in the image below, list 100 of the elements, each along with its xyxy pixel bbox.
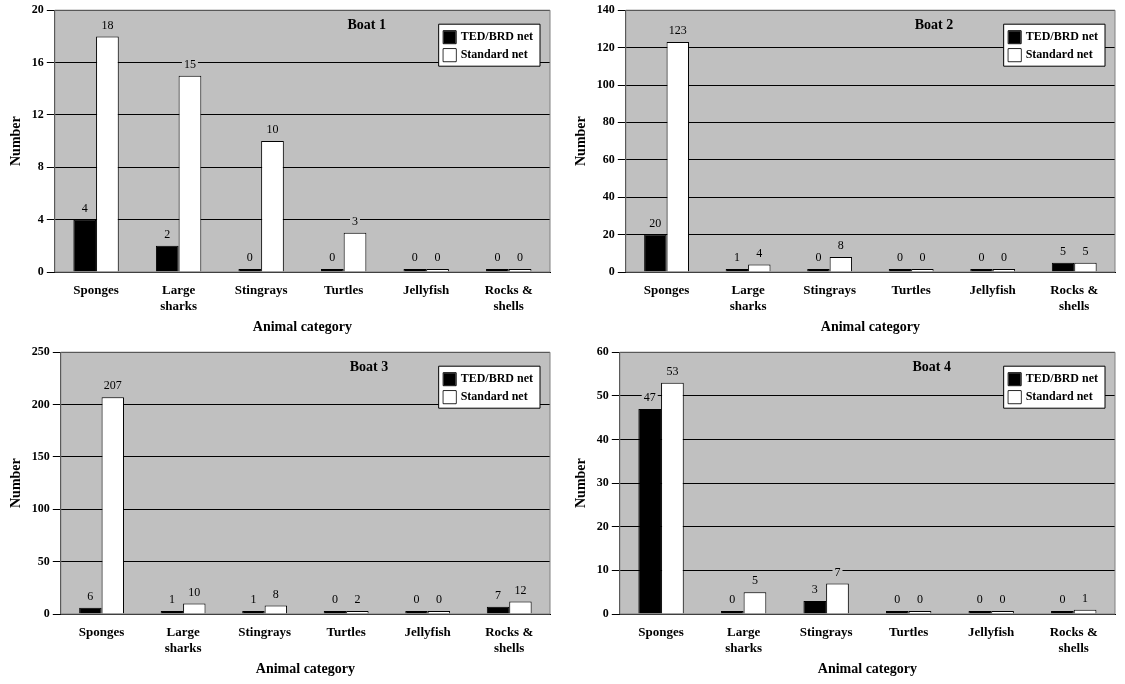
data-label: 3 xyxy=(811,582,818,597)
data-label: 1 xyxy=(733,250,740,265)
y-tick-label: 20 xyxy=(31,2,44,17)
data-label: 7 xyxy=(834,564,841,579)
legend-label: Standard net xyxy=(1025,47,1093,62)
y-tick-label: 30 xyxy=(596,475,609,490)
y-tick-label: 120 xyxy=(596,39,615,54)
data-label: 12 xyxy=(514,582,527,597)
legend-label: TED/BRD net xyxy=(1025,29,1098,44)
y-axis-title: Number xyxy=(8,116,24,166)
y-tick-label: 8 xyxy=(37,159,44,174)
data-label: 4 xyxy=(81,200,88,215)
x-tick-label: Jellyfish xyxy=(968,624,1016,640)
y-axis-title: Number xyxy=(8,458,24,508)
y-tick-label: 140 xyxy=(596,2,615,17)
data-label: 0 xyxy=(329,250,336,265)
y-tick-label: 100 xyxy=(596,77,615,92)
data-label: 0 xyxy=(517,250,524,265)
legend-label: TED/BRD net xyxy=(460,29,533,44)
y-axis-title: Number xyxy=(573,116,589,166)
bar xyxy=(803,600,827,614)
data-label: 0 xyxy=(435,592,442,607)
data-label: 7 xyxy=(495,587,502,602)
data-label: 18 xyxy=(101,17,114,32)
x-tick-label: Rocks & shells xyxy=(484,282,533,313)
legend-label: Standard net xyxy=(460,389,528,404)
x-tick-label: Sponges xyxy=(643,282,690,298)
y-tick-label: 150 xyxy=(31,449,50,464)
chart-title: Boat 2 xyxy=(914,16,954,32)
data-label: 0 xyxy=(999,592,1006,607)
x-axis-title: Animal category xyxy=(820,319,920,335)
y-tick-label: 80 xyxy=(602,114,615,129)
y-tick-label: 40 xyxy=(602,189,615,204)
y-tick-label: 0 xyxy=(602,606,609,621)
x-tick-label: Turtles xyxy=(326,624,366,640)
x-tick-label: Stingrays xyxy=(234,282,288,298)
y-tick-label: 60 xyxy=(602,151,615,166)
data-label: 10 xyxy=(188,584,201,599)
legend-label: Standard net xyxy=(460,47,528,62)
data-label: 5 xyxy=(1082,243,1089,258)
x-tick-label: Large sharks xyxy=(729,282,767,313)
data-label: 47 xyxy=(643,390,656,405)
data-label: 207 xyxy=(103,378,122,393)
x-tick-label: Turtles xyxy=(891,282,931,298)
x-axis-title: Animal category xyxy=(817,661,917,677)
data-label: 123 xyxy=(668,23,687,38)
x-tick-label: Large sharks xyxy=(160,282,198,313)
data-label: 4 xyxy=(756,245,763,260)
x-tick-label: Rocks & shells xyxy=(485,624,534,655)
y-tick-label: 16 xyxy=(31,54,44,69)
legend-label: Standard net xyxy=(1025,389,1093,404)
y-tick-label: 0 xyxy=(37,264,44,279)
data-label: 20 xyxy=(649,215,662,230)
y-axis-title: Number xyxy=(573,458,589,508)
y-tick-label: 250 xyxy=(31,344,50,359)
data-label: 0 xyxy=(815,250,822,265)
y-tick-label: 12 xyxy=(31,107,44,122)
data-label: 0 xyxy=(976,592,983,607)
x-tick-label: Large sharks xyxy=(164,624,202,655)
x-tick-label: Stingrays xyxy=(799,624,853,640)
x-tick-label: Rocks & shells xyxy=(1050,282,1099,313)
data-label: 0 xyxy=(413,592,420,607)
data-label: 5 xyxy=(751,573,758,588)
y-tick-label: 0 xyxy=(43,606,50,621)
data-label: 0 xyxy=(246,250,253,265)
text: Boat 3 xyxy=(349,358,389,374)
y-tick-label: 50 xyxy=(596,387,609,402)
y-tick-label: 0 xyxy=(608,264,615,279)
data-label: 0 xyxy=(1059,592,1066,607)
y-tick-label: 40 xyxy=(596,431,609,446)
y-tick-label: 20 xyxy=(602,226,615,241)
data-label: 1 xyxy=(250,592,257,607)
data-label: 0 xyxy=(729,592,736,607)
data-label: 0 xyxy=(919,250,926,265)
data-label: 6 xyxy=(87,588,94,603)
data-label: 5 xyxy=(1060,243,1067,258)
data-label: 3 xyxy=(352,213,359,228)
y-tick-label: 50 xyxy=(37,553,50,568)
data-label: 0 xyxy=(896,250,903,265)
x-tick-label: Stingrays xyxy=(803,282,856,298)
data-label: 0 xyxy=(917,592,924,607)
text: Boat 4 xyxy=(912,358,952,374)
x-tick-label: Turtles xyxy=(324,282,364,298)
y-tick-label: 100 xyxy=(31,501,50,516)
data-label: 0 xyxy=(411,250,418,265)
x-tick-label: Stingrays xyxy=(238,624,291,640)
data-label: 15 xyxy=(183,56,196,71)
x-tick-label: Sponges xyxy=(638,624,684,640)
data-label: 0 xyxy=(1000,250,1007,265)
x-tick-label: Turtles xyxy=(889,624,929,640)
legend-label: TED/BRD net xyxy=(460,371,533,386)
data-label: 0 xyxy=(894,592,901,607)
x-tick-label: Jellyfish xyxy=(404,624,452,640)
data-label: 1 xyxy=(1082,590,1089,605)
x-axis-title: Animal category xyxy=(252,319,352,335)
data-label: 8 xyxy=(272,586,279,601)
x-tick-label: Sponges xyxy=(78,624,125,640)
text: Boat 1 xyxy=(347,16,387,32)
data-label: 0 xyxy=(331,592,338,607)
data-label: 2 xyxy=(354,592,361,607)
